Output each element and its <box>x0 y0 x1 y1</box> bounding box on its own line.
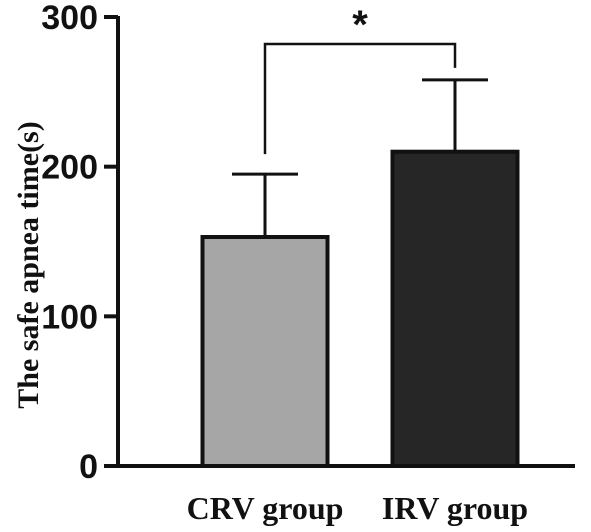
significance-bracket-line <box>263 42 457 155</box>
error-bars <box>232 78 488 238</box>
bar-irv-group <box>390 149 520 468</box>
y-tick-label: 200 <box>41 149 98 187</box>
bar-crv-group <box>200 235 330 468</box>
x-category-labels: CRV group IRV group <box>187 490 529 526</box>
y-tick-label: 0 <box>79 448 98 486</box>
y-tick-label: 100 <box>41 298 98 336</box>
x-category-label: CRV group <box>187 490 344 526</box>
y-axis-title: The safe apnea time(s) <box>12 121 45 408</box>
significance-bracket: * <box>263 3 457 155</box>
significance-asterisk: * <box>352 3 368 47</box>
y-tick-label: 300 <box>41 0 98 37</box>
bars <box>200 149 520 468</box>
x-category-label: IRV group <box>382 490 528 526</box>
y-ticks: 0 100 200 300 <box>41 0 118 486</box>
